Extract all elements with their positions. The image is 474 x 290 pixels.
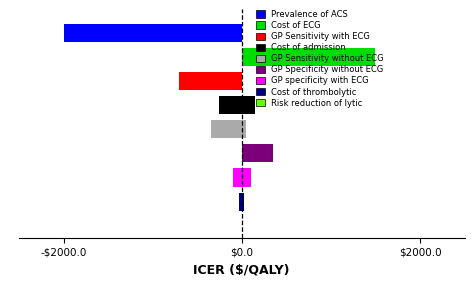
Bar: [179, 72, 242, 90]
Bar: [219, 96, 255, 114]
Legend: Prevalence of ACS, Cost of ECG, GP Sensitivity with ECG, Cost of admission, GP S: Prevalence of ACS, Cost of ECG, GP Sensi…: [255, 8, 386, 109]
Bar: [210, 120, 246, 138]
Bar: [242, 144, 273, 162]
Bar: [233, 168, 251, 186]
Bar: [242, 48, 375, 66]
Bar: [239, 193, 245, 211]
X-axis label: ICER ($/QALY): ICER ($/QALY): [193, 263, 290, 276]
Bar: [64, 24, 242, 42]
